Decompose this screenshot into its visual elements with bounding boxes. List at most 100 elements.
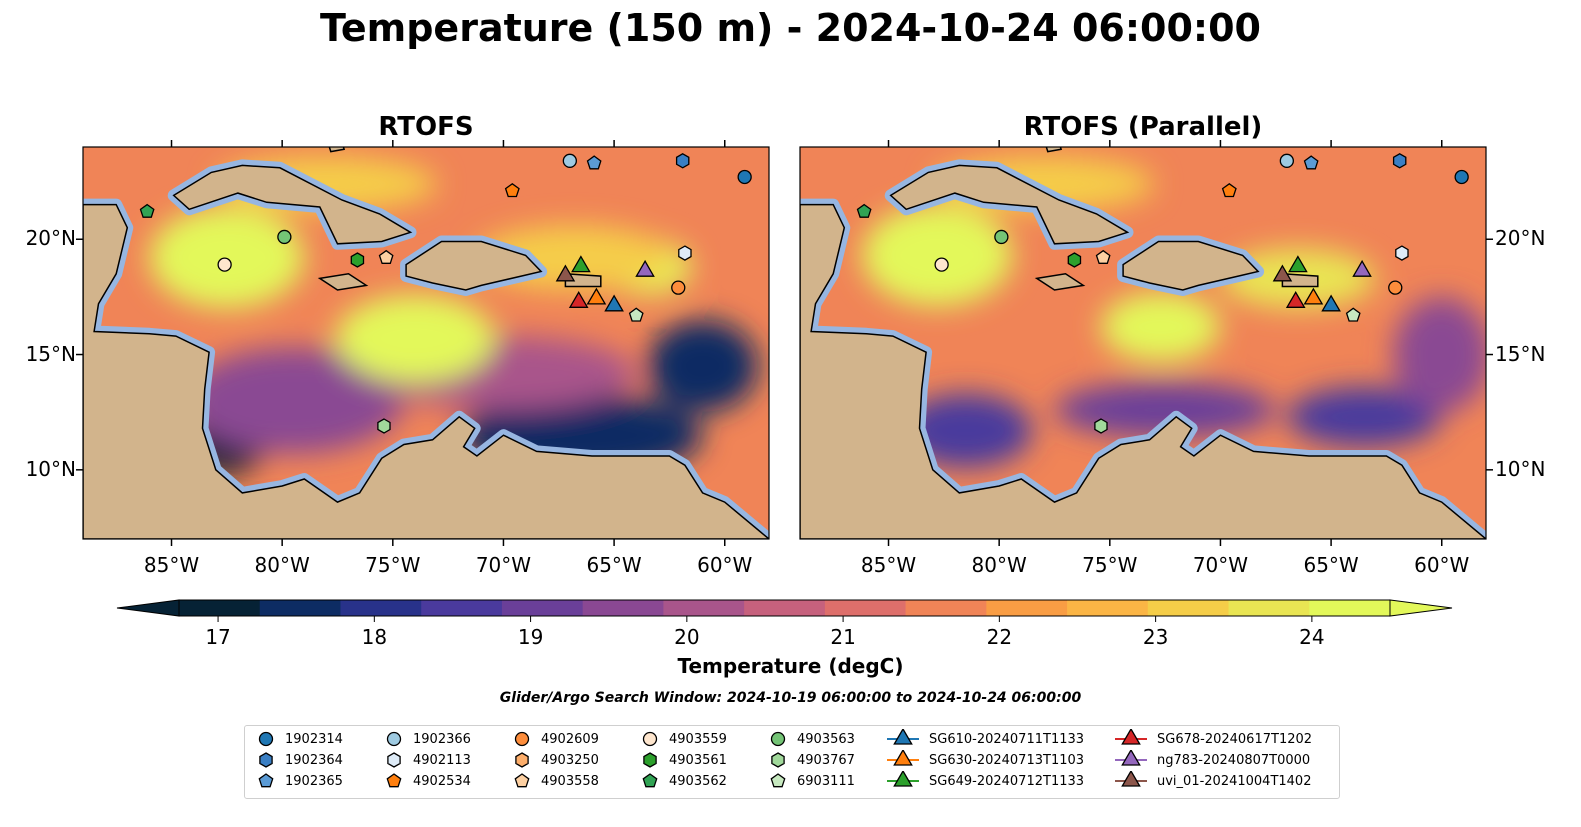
glider-marker xyxy=(555,264,576,282)
glider-marker xyxy=(604,294,624,312)
argo-float-marker xyxy=(217,257,232,272)
y-tick-label-right: 15°N xyxy=(1495,341,1546,366)
x-tick-label: 85°W xyxy=(860,553,917,577)
land-jamaica xyxy=(317,273,369,291)
triangle-marker-icon xyxy=(887,750,919,766)
argo-float-marker xyxy=(1094,418,1108,434)
legend-marker xyxy=(1121,750,1141,766)
glider-marker xyxy=(635,259,655,277)
land-cuba xyxy=(889,164,1130,245)
legend-label: 4902113 xyxy=(413,752,471,768)
legend-marker xyxy=(893,771,913,787)
cold-pool xyxy=(1054,382,1276,438)
colorbar-extend-high xyxy=(1389,599,1453,617)
argo-float-marker xyxy=(350,252,365,268)
x-tick-label: 60°W xyxy=(697,553,753,577)
land-jamaica xyxy=(1034,273,1086,291)
glider-marker xyxy=(1285,291,1306,308)
legend-label: SG649-20240712T1133 xyxy=(929,773,1085,789)
legend-label: 4902534 xyxy=(413,773,471,789)
legend-item-argo: 4902113 xyxy=(383,750,471,770)
argo-float-marker xyxy=(628,307,644,322)
legend-marker xyxy=(893,750,913,766)
triangle-marker-icon xyxy=(1115,729,1147,745)
x-tick-label: 65°W xyxy=(1303,553,1359,577)
glider-marker xyxy=(586,287,607,305)
colorbar-segment xyxy=(1309,600,1391,616)
legend-item-argo: 4903558 xyxy=(511,771,599,791)
legend-item-glider: SG678-20240617T1202 xyxy=(1113,729,1312,749)
hexagon-marker-icon xyxy=(387,752,401,768)
legend-item-argo: 4903767 xyxy=(767,750,855,770)
legend-label: SG630-20240713T1103 xyxy=(929,752,1085,768)
argo-float-marker xyxy=(737,169,752,185)
cold-pool xyxy=(899,393,1033,468)
legend-label: SG610-20240711T1133 xyxy=(929,731,1085,747)
argo-float-marker xyxy=(277,229,292,245)
figure-title: Temperature (150 m) - 2024-10-24 06:00:0… xyxy=(319,6,1261,50)
legend-label: 4903562 xyxy=(669,773,727,789)
hexagon-marker-icon xyxy=(515,752,529,768)
legend-marker xyxy=(642,773,658,788)
legend-marker xyxy=(643,752,657,768)
legend-marker xyxy=(386,773,402,788)
pentagon-marker-icon xyxy=(642,773,658,788)
x-tick-label: 80°W xyxy=(971,553,1027,577)
argo-float-marker xyxy=(1388,280,1403,295)
land-central xyxy=(83,203,769,539)
colorbar-tick-label: 22 xyxy=(987,625,1012,649)
legend-marker xyxy=(515,752,529,768)
colorbar-segment xyxy=(340,600,422,616)
colorbar-segment xyxy=(986,600,1068,616)
argo-float-marker xyxy=(675,153,690,169)
land-bahamas1 xyxy=(1045,147,1063,153)
legend-label: 4903559 xyxy=(669,731,727,747)
y-tick-label-left: 15°N xyxy=(25,341,76,366)
colorbar-frame xyxy=(178,599,1391,617)
legend-item-argo: 4903563 xyxy=(767,729,855,749)
colorbar-segment xyxy=(824,600,907,616)
glider-marker xyxy=(1272,264,1293,282)
argo-float-marker xyxy=(934,257,949,272)
argo-float-marker xyxy=(139,203,155,218)
colorbar-segment xyxy=(421,600,503,616)
cold-pool xyxy=(182,347,404,454)
legend-item-argo: 4903562 xyxy=(639,771,727,791)
y-tick-label-left: 20°N xyxy=(25,226,76,251)
warm-pool xyxy=(861,204,1013,307)
y-tick-label-right: 10°N xyxy=(1495,456,1546,481)
land-hispaniola xyxy=(405,240,543,291)
colorbar-segment xyxy=(582,600,664,616)
temperature-field xyxy=(861,156,1486,468)
legend-label: 4903563 xyxy=(797,731,855,747)
colorbar-segment xyxy=(259,600,341,616)
x-tick-label: 85°W xyxy=(143,553,200,577)
legend-marker xyxy=(386,731,402,747)
colorbar-tick-label: 24 xyxy=(1299,625,1324,649)
panel-title-left: RTOFS xyxy=(378,112,474,142)
circle-marker-icon xyxy=(642,731,658,747)
legend-label: 1902365 xyxy=(285,773,343,789)
legend-marker xyxy=(514,773,530,788)
argo-float-marker xyxy=(856,203,872,218)
land-puertoRico xyxy=(564,272,602,288)
legend-marker xyxy=(1121,729,1141,745)
legend: 1902314 1902364 1902365 1902366 4902113 49025… xyxy=(244,725,1340,799)
land-hispaniola xyxy=(1122,240,1260,291)
x-tick-label: 60°W xyxy=(1414,553,1470,577)
glider-marker xyxy=(568,291,589,308)
warm-pool xyxy=(1100,292,1221,362)
map-frame xyxy=(799,146,1487,540)
hexagon-marker-icon xyxy=(259,752,273,768)
pentagon-marker-icon xyxy=(514,773,530,788)
warm-pool xyxy=(335,294,495,383)
colorbar-tick-label: 20 xyxy=(674,625,699,649)
legend-item-glider: ng783-20240807T0000 xyxy=(1113,750,1310,770)
colorbar-extend-low xyxy=(116,599,180,617)
legend-item-argo: 1902314 xyxy=(255,729,343,749)
legend-marker xyxy=(387,752,401,768)
legend-marker xyxy=(893,729,913,745)
legend-label: 1902366 xyxy=(413,731,471,747)
legend-item-argo: 4903250 xyxy=(511,750,599,770)
legend-label: 4903558 xyxy=(541,773,599,789)
